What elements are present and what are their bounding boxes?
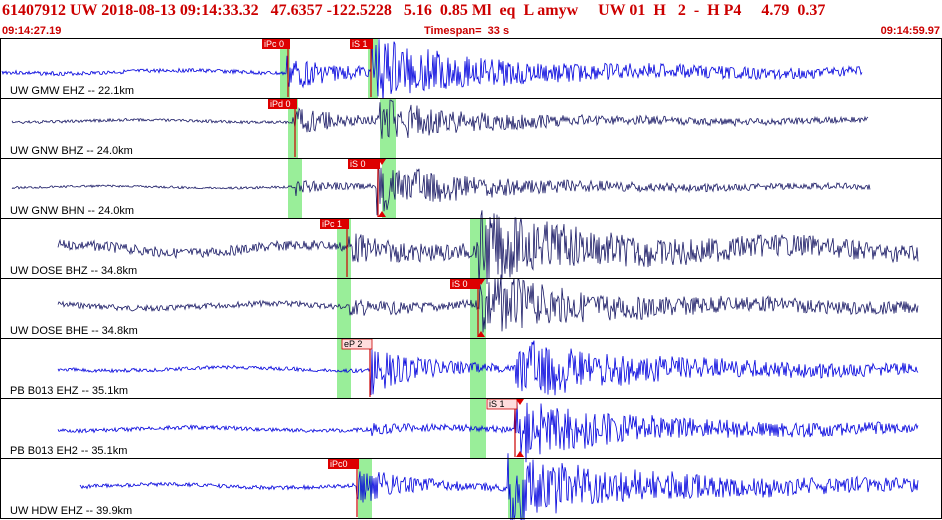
waveform-panels[interactable]: iPc 0 iS 1 UW GMW EHZ -- 22.1km iPd 0 UW GNW… <box>0 38 942 520</box>
time-window-highlight <box>280 39 290 98</box>
waveform-canvas[interactable]: iPc 0 iS 1 UW GMW EHZ -- 22.1km iPd 0 UW GNW… <box>0 38 942 520</box>
phase-pick-label-box[interactable] <box>348 159 380 169</box>
station-label: UW DOSE BHZ -- 34.8km <box>10 265 137 277</box>
amplitude-marker-triangle <box>477 331 485 337</box>
station-panel[interactable]: iPd 0 UW GNW BHZ -- 24.0km <box>0 98 942 159</box>
time-window-highlight <box>337 279 351 338</box>
station-panel[interactable]: iS 1 PB B013 EH2 -- 35.1km <box>0 398 942 463</box>
station-label: PB B013 EHZ -- 35.1km <box>10 385 128 397</box>
phase-pick-label: iPc 1 <box>322 219 342 229</box>
phase-pick-label: eP 2 <box>344 339 362 349</box>
panel-border <box>0 98 942 159</box>
station-panel[interactable]: iPc0 UW HDW EHZ -- 39.9km <box>0 453 942 520</box>
station-panel[interactable]: iS 0 UW DOSE BHE -- 34.8km <box>0 274 942 339</box>
event-header: 61407912 UW 2018-08-13 09:14:33.32 47.63… <box>0 0 942 38</box>
panel-border <box>0 158 942 219</box>
station-panel[interactable]: iS 0 UW GNW BHN -- 24.0km <box>0 158 942 219</box>
phase-pick-label-box[interactable] <box>320 219 349 229</box>
station-label: UW GNW BHZ -- 24.0km <box>10 145 133 157</box>
time-window-highlight <box>358 459 372 518</box>
station-panel[interactable]: iPc 1 UW DOSE BHZ -- 34.8km <box>0 210 942 285</box>
phase-pick-label-box[interactable] <box>262 39 290 49</box>
amplitude-marker-triangle <box>378 159 386 165</box>
station-label: UW GMW EHZ -- 22.1km <box>10 85 134 97</box>
phase-pick-label: iPc 0 <box>264 39 284 49</box>
seismogram-trace[interactable] <box>57 210 919 285</box>
seismogram-trace[interactable] <box>57 340 919 396</box>
time-window-highlight <box>288 99 298 158</box>
phase-pick-label-box[interactable] <box>328 459 359 469</box>
phase-pick-label-box[interactable] <box>450 279 480 289</box>
amplitude-marker-triangle <box>378 211 386 217</box>
phase-pick-label-box[interactable] <box>268 99 297 109</box>
time-window-highlight <box>337 339 351 398</box>
phase-pick-label: iPc0 <box>330 459 348 469</box>
end-time: 09:14:59.97 <box>880 25 940 37</box>
amplitude-marker-triangle <box>516 451 524 457</box>
seismogram-trace[interactable] <box>57 400 919 463</box>
amplitude-marker-triangle <box>477 279 485 285</box>
station-panel[interactable]: eP 2 PB B013 EHZ -- 35.1km <box>0 338 942 399</box>
phase-pick-label-box[interactable] <box>350 39 373 49</box>
station-label: UW DOSE BHE -- 34.8km <box>10 325 138 337</box>
station-label: UW HDW EHZ -- 39.9km <box>10 505 132 517</box>
seismogram-trace[interactable] <box>79 453 919 520</box>
timespan-label: Timespan= 33 s <box>424 25 510 37</box>
station-panel[interactable]: iPc 0 iS 1 UW GMW EHZ -- 22.1km <box>0 38 942 101</box>
amplitude-marker-triangle <box>516 399 524 405</box>
time-window-highlight <box>470 339 486 398</box>
seismogram-trace[interactable] <box>11 165 871 216</box>
event-summary-title: 61407912 UW 2018-08-13 09:14:33.32 47.63… <box>2 2 826 19</box>
phase-pick-label: iS 1 <box>352 39 368 49</box>
seismogram-trace[interactable] <box>57 274 919 333</box>
seismogram-trace[interactable] <box>11 99 869 139</box>
start-time: 09:14:27.19 <box>2 25 62 37</box>
panel-border <box>0 38 942 99</box>
phase-pick-label: iS 1 <box>489 399 505 409</box>
phase-pick-label: iS 0 <box>452 279 468 289</box>
seismogram-trace[interactable] <box>1 39 863 101</box>
phase-pick-label: iS 0 <box>350 159 366 169</box>
station-label: UW GNW BHN -- 24.0km <box>10 205 134 217</box>
station-label: PB B013 EH2 -- 35.1km <box>10 445 127 457</box>
phase-pick-label: iPd 0 <box>270 99 291 109</box>
